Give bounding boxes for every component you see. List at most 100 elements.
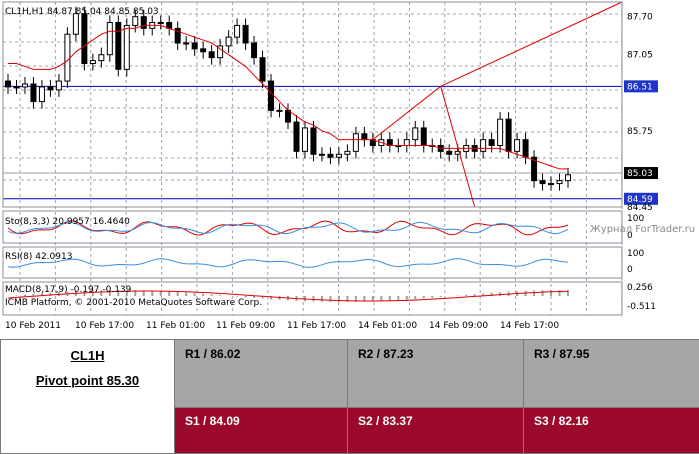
ma-line xyxy=(8,24,568,170)
time-label-1: 10 Feb 17:00 xyxy=(75,321,134,331)
candle-body xyxy=(140,16,147,29)
trend-lines xyxy=(372,1,623,208)
candle-body xyxy=(293,121,300,152)
price-label-1: 87.05 xyxy=(627,51,653,61)
moving-average xyxy=(8,24,568,170)
candle-body xyxy=(242,24,249,44)
candle-body xyxy=(191,42,198,50)
macd-label: MACD(8,17,9) -0.197 -0.139 xyxy=(5,285,132,295)
candle-body xyxy=(132,16,139,26)
candle-body xyxy=(5,80,11,88)
pane-frame xyxy=(2,210,623,244)
price-label-box xyxy=(624,192,658,205)
support-1-label: S1 / 84.09 xyxy=(185,413,240,428)
resistance-3: R3 / 87.95 xyxy=(523,339,699,408)
candle-body xyxy=(106,22,113,56)
candle-body xyxy=(30,83,37,103)
stoch-scale-bottom: 0 xyxy=(627,231,633,241)
time-label-3: 11 Feb 09:00 xyxy=(216,321,275,331)
candle-body xyxy=(174,27,181,44)
macd-scale-bottom: -0.511 xyxy=(627,302,656,312)
candle-body xyxy=(276,109,283,112)
price-label-4: 85.03 xyxy=(627,169,653,179)
support-2: S2 / 83.37 xyxy=(347,406,524,454)
time-label-4: 11 Feb 17:00 xyxy=(287,321,346,331)
resistance-3-label: R3 / 87.95 xyxy=(534,347,590,361)
candle-body xyxy=(480,139,487,152)
trend-line-down xyxy=(440,86,476,208)
stoch-scale-top: 100 xyxy=(627,214,644,224)
candle-body xyxy=(13,86,20,89)
price-label-5: 84.59 xyxy=(627,195,653,205)
candle-body xyxy=(55,80,62,91)
candle-body xyxy=(217,45,224,59)
pivot-table: CL1H Pivot point 85.30 R1 / 86.02 R2 / 8… xyxy=(0,339,699,454)
stoch-signal-line xyxy=(7,221,569,235)
pane-frames xyxy=(2,1,623,316)
candle-body xyxy=(123,24,130,70)
rsi-scale-top: 100 xyxy=(627,249,644,259)
time-label-5: 14 Feb 01:00 xyxy=(358,321,417,331)
candle-body xyxy=(89,60,96,65)
candle-body xyxy=(251,42,258,59)
candle-body xyxy=(47,86,54,91)
candle-body xyxy=(505,118,512,152)
candle-body xyxy=(327,153,334,158)
resistance-1-label: R1 / 86.02 xyxy=(185,347,241,361)
price-label-box xyxy=(624,80,658,93)
support-3: S3 / 82.16 xyxy=(523,406,699,454)
resistance-1: R1 / 86.02 xyxy=(174,339,348,408)
time-label-6: 14 Feb 09:00 xyxy=(429,321,488,331)
candle-body xyxy=(539,180,546,185)
candle-body xyxy=(64,33,71,82)
candle-body xyxy=(488,139,495,146)
chart-grid xyxy=(3,2,623,315)
candles xyxy=(5,6,571,191)
candle-body xyxy=(115,22,122,70)
price-chart[interactable]: 87.70 87.05 86.51 85.75 85.03 84.59 84.45 CL1H… xyxy=(0,0,699,335)
candle-body xyxy=(259,57,266,82)
candle-body xyxy=(234,24,241,38)
candle-body xyxy=(556,180,563,185)
candle-body xyxy=(522,139,529,158)
rsi-line xyxy=(7,258,569,268)
chart-header: CL1H,H1 84.87 85.04 84.85 85.03 xyxy=(5,7,159,17)
time-label-7: 14 Feb 17:00 xyxy=(500,321,559,331)
price-label-2: 86.51 xyxy=(627,82,653,92)
macd-scale-top: 0.256 xyxy=(627,283,653,293)
watermark: Журнал ForTrader.ru xyxy=(590,224,695,235)
candle-body xyxy=(446,150,453,155)
candle-body xyxy=(81,13,88,64)
candle-body xyxy=(318,153,325,156)
candle-body xyxy=(335,153,342,158)
stochastic-label: Sto(8,3,3) 20.9957 16.4640 xyxy=(5,217,130,227)
candle-body xyxy=(344,150,351,155)
resistance-2-label: R2 / 87.23 xyxy=(358,347,414,361)
candle-body xyxy=(208,51,215,59)
candle-body xyxy=(403,139,410,146)
candle-body xyxy=(497,118,504,147)
pane-frame xyxy=(2,281,623,316)
pivot-summary-cell: CL1H Pivot point 85.30 xyxy=(0,339,175,454)
support-1: S1 / 84.09 xyxy=(174,406,348,454)
resistance-2: R2 / 87.23 xyxy=(347,339,524,408)
candle-body xyxy=(310,127,317,155)
candle-body xyxy=(268,80,275,111)
copyright-text: ICMB Platform, © 2001-2010 MetaQuotes So… xyxy=(5,298,262,308)
candle-body xyxy=(301,127,308,152)
macd-signal-line xyxy=(7,290,569,302)
price-label-0: 87.70 xyxy=(627,13,653,23)
candle-body xyxy=(200,48,207,53)
price-label-6: 84.45 xyxy=(627,203,653,213)
time-label-0: 10 Feb 2011 xyxy=(5,321,61,331)
candle-body xyxy=(565,174,571,182)
candle-body xyxy=(72,13,79,35)
horizontal-levels xyxy=(3,85,622,200)
pivot-point: Pivot point 85.30 xyxy=(35,373,140,388)
price-label-3: 85.75 xyxy=(627,127,653,137)
symbol-name: CL1H xyxy=(70,348,105,363)
rsi-scale-bottom: 0 xyxy=(627,265,633,275)
price-label-box xyxy=(624,167,658,180)
